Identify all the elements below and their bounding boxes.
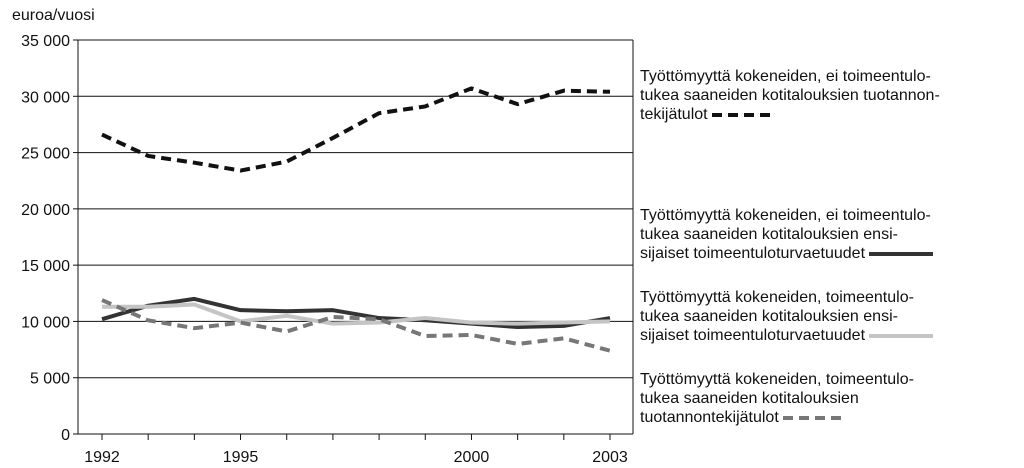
legend-swatch: [869, 251, 934, 256]
x-tick-label: 1992: [84, 449, 120, 466]
series-line: [101, 296, 611, 330]
y-tick-label: 20 000: [21, 202, 70, 219]
y-tick-label: 15 000: [21, 258, 70, 275]
legend-item: Työttömyyttä kokeneiden, toimeentulo- tu…: [640, 288, 934, 345]
series-line: [102, 302, 611, 326]
series-line: [101, 298, 611, 353]
y-tick-label: 0: [61, 427, 70, 444]
y-tick-label: 25 000: [21, 146, 70, 163]
x-tick-label: 2000: [454, 449, 490, 466]
legend-label: Työttömyyttä kokeneiden, toimeentulo- tu…: [640, 371, 914, 426]
legend-swatch: [782, 415, 847, 420]
legend-swatch: [869, 333, 934, 338]
legend-label: Työttömyyttä kokeneiden, ei toimeentulo-…: [640, 207, 931, 262]
y-tick-label: 30 000: [21, 89, 70, 106]
x-tick-label: 1995: [223, 449, 259, 466]
y-axis-label: euroa/vuosi: [12, 7, 95, 24]
y-tick-label: 35 000: [21, 33, 70, 50]
legend-item: Työttömyyttä kokeneiden, ei toimeentulo-…: [640, 67, 940, 124]
series-line: [101, 86, 611, 173]
legend-label: Työttömyyttä kokeneiden, toimeentulo- tu…: [640, 289, 914, 344]
x-tick-label: 2003: [592, 449, 628, 466]
legend-label: Työttömyyttä kokeneiden, ei toimeentulo-…: [640, 68, 940, 123]
legend-item: Työttömyyttä kokeneiden, toimeentulo- tu…: [640, 370, 914, 427]
y-tick-label: 5 000: [30, 371, 70, 388]
legend-item: Työttömyyttä kokeneiden, ei toimeentulo-…: [640, 206, 934, 263]
y-tick-label: 10 000: [21, 314, 70, 331]
legend-swatch: [711, 112, 776, 117]
